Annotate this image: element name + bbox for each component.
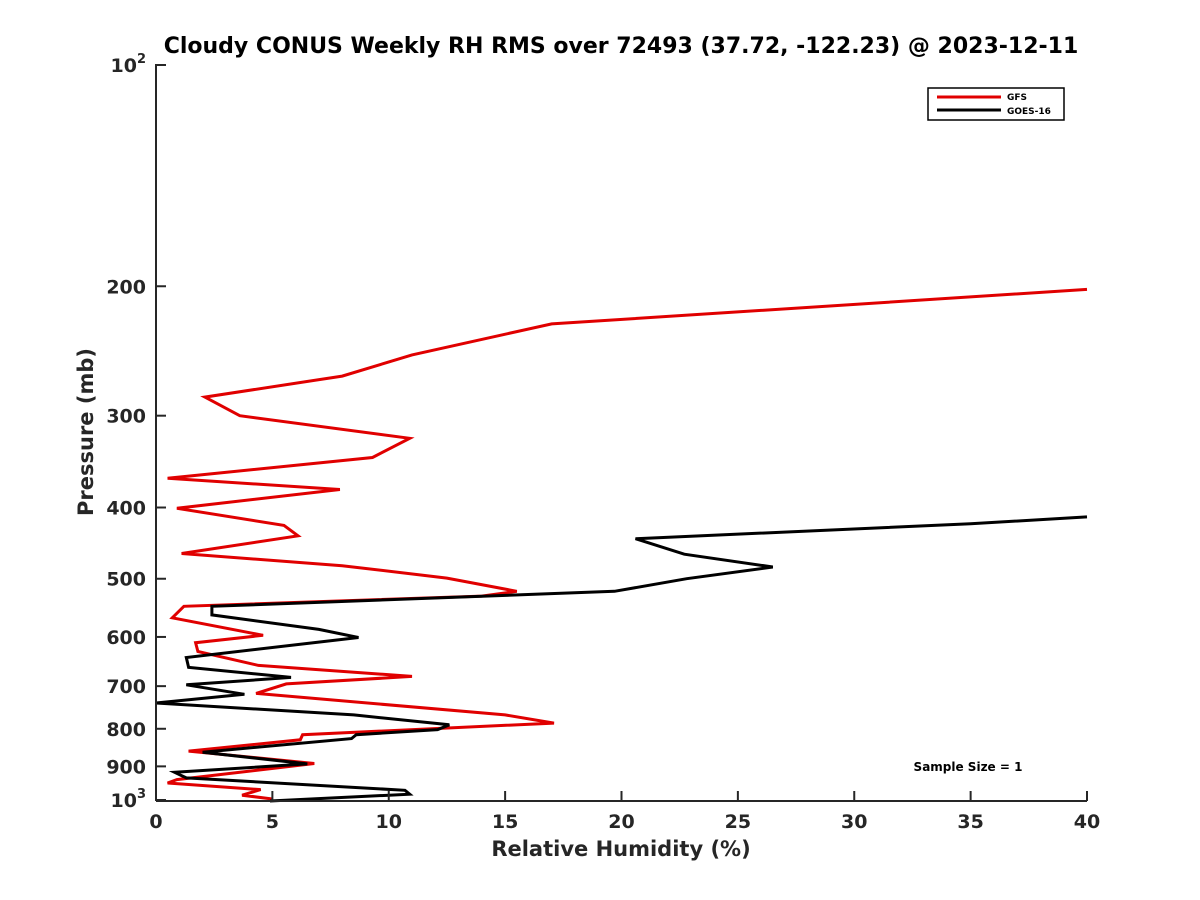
x-tick-label: 0 [149,811,162,833]
x-tick-label: 20 [608,811,634,833]
legend-box [927,87,1065,121]
legend-label-gfs: GFS [1007,93,1027,103]
x-axis-label: Relative Humidity (%) [491,837,750,861]
y-tick-label: 800 [106,719,146,741]
x-tick-label: 25 [725,811,751,833]
y-axis-label: Pressure (mb) [74,348,98,516]
y-tick-label: 600 [106,627,146,649]
x-tick-label: 30 [841,811,867,833]
x-tick-label: 5 [266,811,279,833]
x-tick-label: 15 [492,811,518,833]
x-tick-label: 40 [1074,811,1100,833]
y-tick-label: 500 [106,569,146,591]
legend-label-goes16: GOES-16 [1007,107,1051,117]
x-tick-label: 10 [376,811,402,833]
chart-title: Cloudy CONUS Weekly RH RMS over 72493 (3… [164,34,1079,59]
y-tick-label: 300 [106,406,146,428]
y-tick-label: 400 [106,498,146,520]
y-tick-label: 900 [106,756,146,778]
series-layer [155,287,1088,803]
y-tick-label: 102 [111,52,147,77]
legend: GFS GOES-16 [927,87,1065,121]
series-line-goes16 [155,515,1088,803]
y-tick-label: 103 [111,787,147,812]
sample-size-annotation: Sample Size = 1 [914,760,1023,774]
y-tick-label: 700 [106,676,146,698]
plot-area: 0 5 10 15 20 25 30 35 40 102 200 300 400 500 600 700 80… [106,52,1100,833]
series-line-gfs [167,287,1088,801]
y-tick-label: 200 [106,276,146,298]
y-ticks: 102 200 300 400 500 600 700 800 900 103 [106,52,166,812]
x-tick-label: 35 [957,811,983,833]
x-ticks: 0 5 10 15 20 25 30 35 40 [149,791,1100,833]
